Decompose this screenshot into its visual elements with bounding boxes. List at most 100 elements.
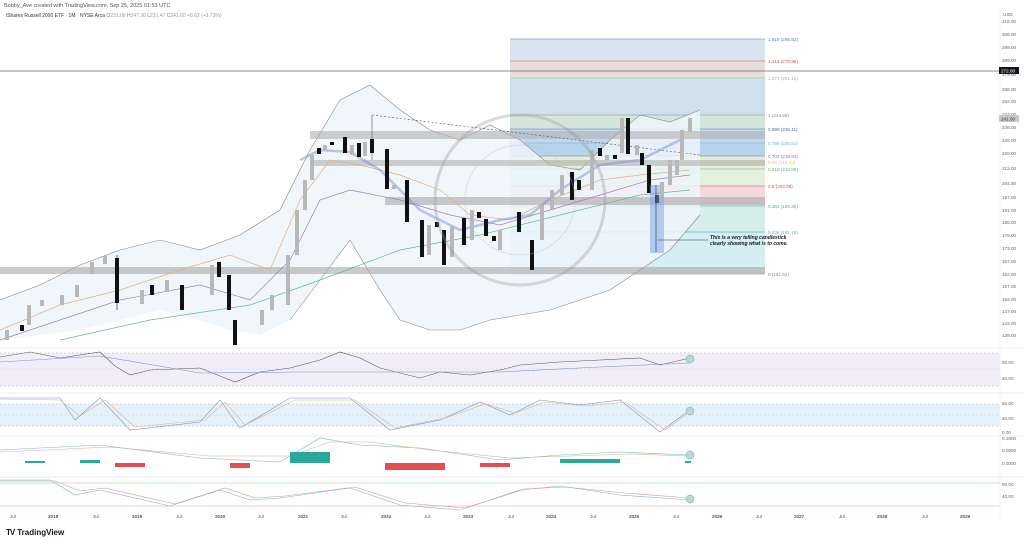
svg-text:Jul: Jul [424,514,430,519]
svg-text:60.00: 60.00 [1002,360,1014,365]
rsi-pane[interactable]: 60.00 40.00 [0,351,1014,387]
svg-text:220.00: 220.00 [1002,151,1016,156]
svg-text:0.1800: 0.1800 [1002,436,1016,441]
exchange: NYSE Arca [79,13,105,19]
svg-text:272.80: 272.80 [1001,69,1015,74]
svg-text:0.618 (212.68): 0.618 (212.68) [768,167,798,172]
svg-text:2026: 2026 [712,514,723,519]
svg-text:204.50: 204.50 [1002,181,1016,186]
candles[interactable] [5,118,692,345]
close-value: 241.60 [170,13,186,19]
svg-text:Jul: Jul [839,514,845,519]
svg-text:279.00: 279.00 [1002,72,1016,77]
svg-text:147.00: 147.00 [1002,309,1016,314]
tradingview-logo[interactable]: TV TradingView [6,528,64,537]
high-value: 247.36 [130,13,146,19]
svg-text:241.60: 241.60 [1001,117,1015,122]
time-axis[interactable]: Jul 2018 Jul 2019 Jul 2020 Jul 2021 Jul … [10,514,971,519]
svg-text:289.00: 289.00 [1002,58,1016,63]
svg-text:143.00: 143.00 [1002,321,1016,326]
svg-text:162.00: 162.00 [1002,272,1016,277]
svg-text:316.00: 316.00 [1002,19,1016,24]
sr-zones[interactable] [0,131,765,274]
svg-text:2018: 2018 [48,514,59,519]
svg-text:40.00: 40.00 [1002,494,1014,499]
svg-text:Jul: Jul [756,514,762,519]
svg-text:1.414 (278.96): 1.414 (278.96) [768,59,798,64]
price-axis[interactable]: USD 316.00 308.00 299.00 289.00 279.00 2… [1002,12,1016,338]
oscillator-pane[interactable]: 80.00 40.00 [0,479,1014,511]
svg-text:80.00: 80.00 [1002,401,1014,406]
horizontal-line-price-tag [999,67,1019,74]
svg-text:2020: 2020 [215,514,226,519]
svg-text:Jul: Jul [10,514,16,519]
svg-text:0.786 (226.61): 0.786 (226.61) [768,141,798,146]
svg-text:157.00: 157.00 [1002,284,1016,289]
svg-text:197.00: 197.00 [1002,195,1016,200]
svg-text:0.702 (219.64): 0.702 (219.64) [768,154,798,159]
svg-text:228.00: 228.00 [1002,138,1016,143]
macd-pane[interactable]: 0.1800 0.0900 0.0000 [0,436,1016,470]
svg-text:0.886 (235.11): 0.886 (235.11) [768,127,798,132]
svg-text:244.00: 244.00 [1002,112,1016,117]
svg-text:152.00: 152.00 [1002,297,1016,302]
svg-text:299.00: 299.00 [1002,45,1016,50]
current-price-tag [999,115,1019,122]
svg-text:0.0000: 0.0000 [1002,461,1016,466]
interval[interactable]: 1M [68,13,76,19]
tradingview-logo-icon: TV [6,528,15,537]
svg-text:1.272 (261.12): 1.272 (261.12) [768,76,798,81]
svg-text:0 (161.62): 0 (161.62) [768,272,789,277]
svg-text:2023: 2023 [463,514,474,519]
watermark [433,113,607,287]
open-label: O [106,13,111,19]
svg-text:2028: 2028 [877,514,888,519]
svg-text:Jul: Jul [258,514,264,519]
chart-annotation[interactable]: This is a very telling candlestick clear… [710,235,788,247]
svg-text:236.00: 236.00 [1002,125,1016,130]
svg-text:185.00: 185.00 [1002,220,1016,225]
svg-text:308.00: 308.00 [1002,32,1016,37]
svg-text:2021: 2021 [298,514,309,519]
low-value: 231.47 [150,13,166,19]
svg-text:191.00: 191.00 [1002,208,1016,213]
svg-text:252.00: 252.00 [1002,99,1016,104]
close-label: C [166,13,171,19]
svg-text:Jul: Jul [922,514,928,519]
high-label: H [126,13,131,19]
author-caption: Bobby_Ave created with TradingView.com, … [4,3,171,9]
svg-text:2022: 2022 [381,514,392,519]
svg-text:179.00: 179.00 [1002,233,1016,238]
svg-text:Jul: Jul [176,514,182,519]
svg-text:Jul: Jul [93,514,99,519]
svg-text:0.382 (193.36): 0.382 (193.36) [768,204,798,209]
change-value: +8.63 (+3.73%) [187,13,222,19]
svg-text:2029: 2029 [960,514,971,519]
svg-text:0.65 (215.33): 0.65 (215.33) [768,160,796,165]
open-value: 231.09 [110,13,126,19]
symbol-legend: iShares Russell 2000 ETF · 1M · NYSE Arc… [6,13,222,19]
annotation-line-1: This is a very telling candlestick [710,235,787,241]
svg-text:1 (244.58): 1 (244.58) [768,113,789,118]
svg-text:268.00: 268.00 [1002,87,1016,92]
svg-text:USD: USD [1003,12,1013,17]
svg-text:0.236 (181.18): 0.236 (181.18) [768,230,798,235]
symbol-name[interactable]: iShares Russell 2000 ETF [6,13,65,19]
svg-text:212.00: 212.00 [1002,166,1016,171]
svg-text:167.00: 167.00 [1002,259,1016,264]
svg-text:0.5 (203.09): 0.5 (203.09) [768,184,793,189]
svg-text:Jul: Jul [673,514,679,519]
svg-text:2027: 2027 [794,514,805,519]
svg-text:2024: 2024 [546,514,557,519]
svg-text:1.618 (295.82): 1.618 (295.82) [768,37,798,42]
brand-name: TradingView [17,528,65,537]
svg-text:2025: 2025 [629,514,640,519]
stoch-pane[interactable]: 80.00 40.00 0.00 [0,397,1014,435]
svg-text:2019: 2019 [132,514,143,519]
svg-text:Jul: Jul [508,514,514,519]
svg-text:Jul: Jul [590,514,596,519]
svg-text:Jul: Jul [341,514,347,519]
svg-text:138.00: 138.00 [1002,333,1016,338]
